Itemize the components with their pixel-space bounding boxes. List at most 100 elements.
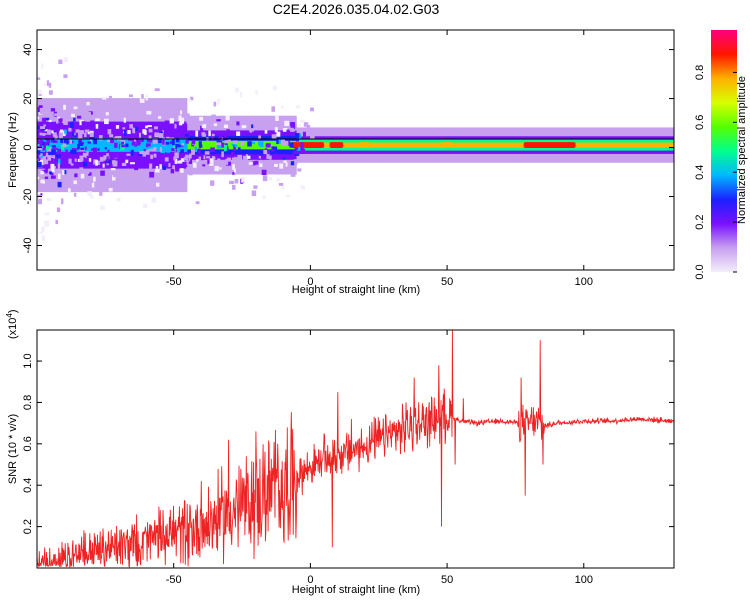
spectrogram-speckle	[188, 121, 193, 128]
spectrogram-speckle	[50, 136, 53, 143]
spectrogram-speckle	[52, 147, 58, 150]
spectrogram-speckle	[62, 170, 65, 176]
spectrogram-speckle	[125, 143, 129, 148]
spectrogram-y-tick-label: -40	[22, 238, 34, 254]
spectrogram-speckle	[62, 143, 67, 148]
spectrogram-speckle	[105, 112, 109, 116]
spectrogram-speckle	[279, 163, 284, 169]
spectrogram-speckle	[115, 161, 118, 165]
spectrogram-speckle	[51, 130, 54, 134]
spectrogram-speckle	[164, 120, 170, 126]
spectrogram-speckle	[71, 113, 75, 118]
spectrogram-speckle	[74, 158, 77, 162]
spectrogram-speckle	[130, 149, 134, 156]
spectrogram-speckle	[251, 124, 254, 129]
spectrogram-speckle	[132, 127, 136, 134]
spectrogram-speckle	[271, 106, 276, 112]
spectrogram-speckle	[158, 138, 162, 144]
spectrogram-speckle	[148, 135, 152, 139]
spectrogram-speckle	[37, 106, 40, 113]
snr-panel: -50 0 50 100 0.2 0.4 0.6 0.8 1.0 Height of stra…	[5, 309, 675, 596]
spectrogram-speckle	[108, 95, 112, 100]
snr-marks	[36, 329, 675, 568]
spectrogram-speckle	[56, 207, 61, 213]
spectrogram-speckle	[263, 149, 268, 155]
spectrogram-speckle	[180, 110, 183, 115]
spectrogram-speckle	[175, 143, 180, 150]
spectrogram-speckle	[188, 169, 193, 176]
spectrogram-speckle	[214, 153, 218, 158]
spectrogram-speckle	[90, 195, 94, 199]
spectrogram-speckle	[169, 118, 174, 124]
spectrogram-speckle	[88, 158, 92, 162]
spectrogram-speckle	[93, 138, 97, 145]
spectrogram-speckle	[81, 121, 86, 127]
spectrogram-speckle	[134, 167, 139, 171]
spectrogram-peak	[523, 142, 576, 149]
spectrogram-speckle	[154, 126, 158, 130]
spectrogram-speckle	[51, 148, 54, 153]
spectrogram-speckle	[174, 158, 178, 164]
spectrogram-speckle	[51, 145, 56, 148]
spectrogram-speckle	[73, 180, 77, 185]
spectrogram-speckle	[63, 104, 67, 110]
spectrogram-speckle	[276, 178, 280, 182]
spectrogram-speckle	[232, 140, 238, 144]
spectrogram-speckle	[252, 156, 258, 159]
spectrogram-speckle	[93, 176, 96, 183]
spectrogram-speckle	[272, 85, 277, 91]
spectrogram-speckle	[73, 106, 78, 110]
spectrogram-speckle	[155, 166, 159, 169]
spectrogram-speckle	[138, 132, 142, 138]
spectrogram-speckle	[189, 96, 194, 101]
spectrogram-speckle	[154, 168, 160, 173]
colorbar-tick-label: 0.0	[694, 264, 706, 279]
spectrogram-speckle	[100, 205, 105, 210]
snr-y-tick-label: 0.2	[22, 519, 34, 534]
spectrogram-speckle	[65, 149, 68, 155]
spectrogram-speckle	[174, 123, 177, 129]
spectrogram-speckle	[129, 162, 135, 165]
spectrogram-y-axis-label: Frequency (Hz)	[7, 112, 19, 188]
spectrogram-speckle	[112, 152, 118, 158]
spectrogram-speckle	[286, 129, 290, 135]
spectrogram-speckle	[262, 195, 266, 199]
spectrogram-speckle	[199, 116, 204, 121]
spectrogram-speckle	[115, 177, 119, 183]
spectrogram-speckle	[206, 156, 211, 159]
colorbar-ticks: 0.0 0.2 0.4 0.6 0.8	[694, 65, 737, 280]
spectrogram-speckle	[141, 130, 146, 137]
spectrogram-speckle	[78, 139, 82, 145]
spectrogram-speckle	[146, 110, 152, 115]
spectrogram-speckle	[120, 144, 125, 151]
spectrogram-speckle	[37, 101, 40, 107]
spectrogram-speckle	[63, 57, 69, 63]
spectrogram-speckle	[143, 148, 147, 154]
spectrogram-speckle	[151, 147, 157, 152]
spectrogram-speckle	[131, 142, 136, 146]
spectrogram-speckle	[219, 167, 222, 170]
spectrogram-speckle	[84, 129, 90, 133]
spectrogram-speckle	[258, 155, 261, 159]
spectrogram-speckle	[146, 143, 151, 148]
spectrogram-speckle	[80, 173, 85, 179]
spectrogram-panel: -50 0 50 100 -40 -20 0 20 40 Height of straight…	[7, 29, 675, 296]
spectrogram-speckle	[84, 146, 87, 150]
spectrogram-speckle	[290, 122, 296, 127]
spectrogram-speckle	[136, 139, 141, 145]
spectrogram-speckle	[40, 139, 43, 144]
spectrogram-speckle	[75, 132, 79, 137]
spectrogram-speckle	[200, 122, 204, 125]
spectrogram-speckle	[43, 153, 47, 159]
spectrogram-speckle	[107, 149, 110, 156]
spectrogram-speckle	[89, 120, 95, 126]
spectrogram-speckle	[134, 144, 138, 147]
spectrogram-speckle	[97, 128, 101, 132]
spectrogram-speckle	[63, 170, 67, 175]
spectrogram-speckle	[177, 139, 180, 143]
spectrogram-speckle	[91, 148, 96, 151]
spectrogram-speckle	[87, 169, 90, 175]
spectrogram-speckle	[42, 133, 46, 136]
spectrogram-speckle	[169, 141, 173, 145]
spectrogram-speckle	[275, 115, 279, 121]
